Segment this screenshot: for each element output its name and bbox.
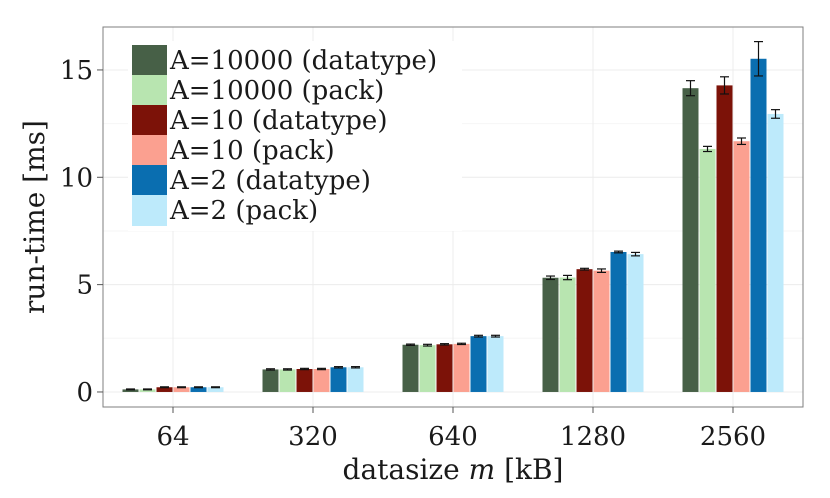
legend-item-3: A=10 (datatype): [132, 105, 387, 136]
errorbar-640-series-1: [406, 343, 415, 346]
x-tick-label-1280: 1280: [560, 422, 626, 452]
legend-label: A=2 (pack): [169, 196, 318, 226]
errorbar-320-series-4: [317, 367, 326, 371]
x-axis-title: datasize m [kB]: [343, 453, 564, 486]
x-axis-title-prefix: datasize: [343, 453, 469, 486]
bar-64-series-5: [190, 387, 207, 392]
bar-64-series-6: [207, 387, 224, 392]
x-tick-label-320: 320: [288, 422, 338, 452]
bar-2560-series-6: [767, 113, 784, 392]
y-tick-label-10: 10: [60, 163, 93, 193]
legend-item-2: A=10000 (pack): [132, 75, 384, 106]
y-axis-title: run-time [ms]: [18, 120, 51, 314]
x-tick-label-2560: 2560: [700, 422, 766, 452]
errorbar-2560-series-6: [771, 109, 780, 119]
bar-2560-series-5: [750, 58, 767, 392]
errorbar-64-series-5: [194, 386, 203, 389]
bar-64-series-2: [139, 389, 156, 392]
bar-640-series-2: [419, 345, 436, 392]
errorbar-320-series-3: [300, 367, 309, 371]
errorbar-320-series-5: [334, 366, 343, 369]
y-axis: 0 5 10 15: [60, 56, 103, 408]
legend-swatch: [132, 165, 167, 196]
bar-2560-series-2: [699, 148, 716, 392]
bar-1280-series-1: [542, 277, 559, 392]
bar-320-series-2: [279, 369, 296, 392]
errorbar-640-series-6: [491, 334, 500, 338]
errorbar-1280-series-4: [597, 268, 606, 273]
bar-1280-series-5: [610, 251, 627, 392]
errorbar-640-series-4: [457, 342, 466, 346]
errorbar-1280-series-2: [563, 274, 572, 281]
bar-320-series-6: [347, 367, 364, 392]
y-tick-label-15: 15: [60, 56, 93, 86]
bar-1280-series-3: [576, 269, 593, 392]
bar-64-series-1: [122, 389, 139, 392]
bar-320-series-3: [296, 369, 313, 392]
legend-label: A=10 (datatype): [169, 106, 387, 136]
legend-item-5: A=2 (datatype): [132, 165, 371, 196]
errorbar-64-series-4: [177, 386, 186, 389]
errorbar-1280-series-5: [614, 250, 623, 254]
errorbar-2560-series-5: [754, 40, 763, 77]
errorbar-1280-series-6: [631, 251, 640, 257]
bar-640-series-5: [470, 336, 487, 392]
bars-layer: [122, 58, 784, 392]
errorbar-640-series-5: [474, 334, 483, 338]
y-tick-label-0: 0: [76, 378, 93, 408]
legend: A=10000 (datatype)A=10000 (pack)A=10 (da…: [128, 41, 462, 231]
errorbar-320-series-1: [266, 368, 275, 371]
legend-background: [128, 41, 462, 231]
errorbar-1280-series-1: [546, 275, 555, 281]
bar-1280-series-6: [627, 254, 644, 392]
x-axis: 64 320 640 1280 2560: [156, 407, 766, 452]
bar-1280-series-2: [559, 277, 576, 392]
legend-label: A=10000 (datatype): [169, 46, 437, 76]
bar-640-series-3: [436, 344, 453, 392]
bar-640-series-1: [402, 344, 419, 392]
errorbar-64-series-1: [126, 388, 135, 391]
x-tick-label-64: 64: [156, 422, 189, 452]
errorbar-2560-series-3: [720, 76, 729, 95]
errorbar-320-series-2: [283, 368, 292, 371]
errorbar-320-series-6: [351, 366, 360, 369]
errorbar-2560-series-1: [686, 80, 695, 97]
y-tick-label-5: 5: [76, 271, 93, 301]
legend-swatch: [132, 75, 167, 106]
errorbars-layer: [126, 40, 780, 391]
bar-2560-series-1: [682, 88, 699, 392]
errorbar-640-series-2: [423, 343, 432, 347]
bar-2560-series-3: [716, 85, 733, 392]
legend-item-1: A=10000 (datatype): [132, 45, 437, 76]
bar-2560-series-4: [733, 141, 750, 392]
legend-swatch: [132, 195, 167, 226]
legend-swatch: [132, 45, 167, 76]
bar-320-series-4: [313, 369, 330, 392]
legend-swatch: [132, 105, 167, 136]
bar-1280-series-4: [593, 270, 610, 392]
legend-label: A=2 (datatype): [169, 166, 371, 196]
legend-item-4: A=10 (pack): [132, 135, 335, 166]
bar-640-series-6: [487, 336, 504, 392]
bar-64-series-3: [156, 387, 173, 392]
bar-64-series-4: [173, 387, 190, 392]
legend-label: A=10 (pack): [169, 136, 335, 166]
errorbar-640-series-3: [440, 343, 449, 346]
errorbar-64-series-3: [160, 386, 169, 389]
x-axis-title-var: m: [469, 453, 496, 486]
bar-640-series-4: [453, 343, 470, 392]
errorbar-64-series-2: [143, 388, 152, 391]
legend-swatch: [132, 135, 167, 166]
errorbar-2560-series-2: [703, 145, 712, 153]
bar-320-series-5: [330, 367, 347, 392]
legend-item-6: A=2 (pack): [132, 195, 318, 226]
bar-320-series-1: [262, 369, 279, 392]
legend-label: A=10000 (pack): [169, 76, 384, 106]
errorbar-64-series-6: [211, 386, 220, 389]
errorbar-2560-series-4: [737, 137, 746, 146]
x-axis-title-suffix: [kB]: [495, 453, 563, 486]
x-tick-label-640: 640: [428, 422, 478, 452]
errorbar-1280-series-3: [580, 267, 589, 271]
